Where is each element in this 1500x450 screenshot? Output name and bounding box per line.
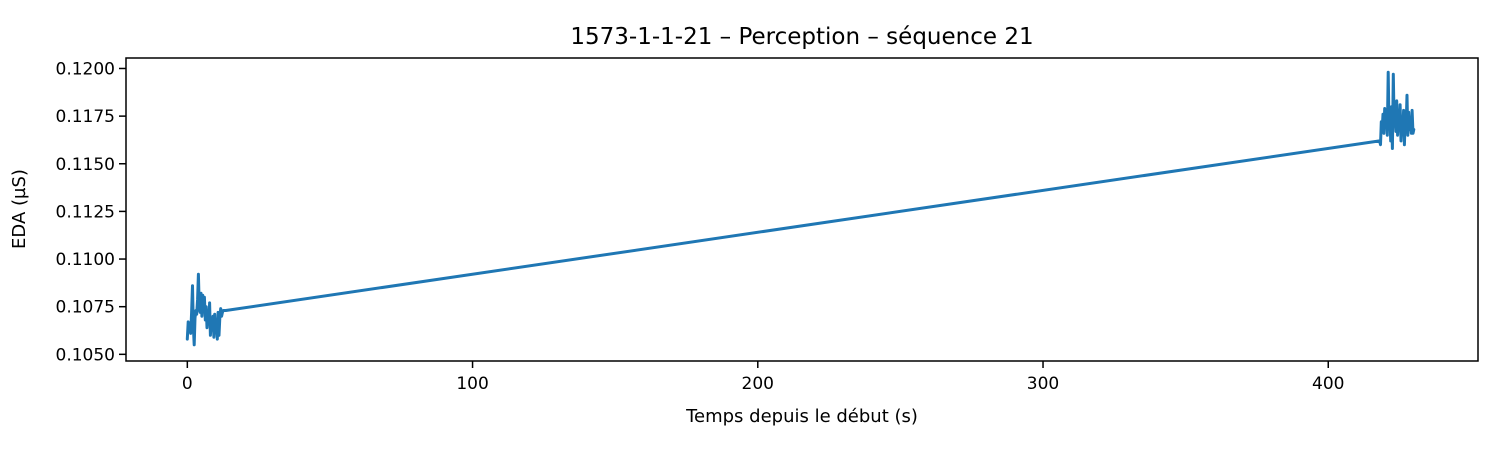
axes-ticks: 0 100 200 300 400 0.1050 0.1075 0.1100 0.1125 0.1… [56,59,1345,394]
y-tick-label: 0.1125 [56,202,115,222]
y-tick-label: 0.1100 [56,250,115,270]
eda-series-line [185,70,1416,347]
y-axis-label: EDA (µS) [9,169,30,249]
x-tick-label: 200 [742,374,774,394]
x-tick-label: 400 [1312,374,1344,394]
y-tick-label: 0.1075 [56,298,115,318]
x-tick-label: 100 [456,374,488,394]
axes-frame [125,57,1479,362]
chart-title: 1573-1-1-21 – Perception – séquence 21 [570,24,1033,50]
x-tick-label: 0 [182,374,193,394]
plot-area [125,57,1479,362]
y-tick-label: 0.1050 [56,345,115,365]
x-tick-label: 300 [1027,374,1059,394]
y-tick-label: 0.1200 [56,59,115,79]
y-tick-label: 0.1150 [56,155,115,175]
x-axis-label: Temps depuis le début (s) [685,406,918,427]
y-tick-label: 0.1175 [56,107,115,127]
